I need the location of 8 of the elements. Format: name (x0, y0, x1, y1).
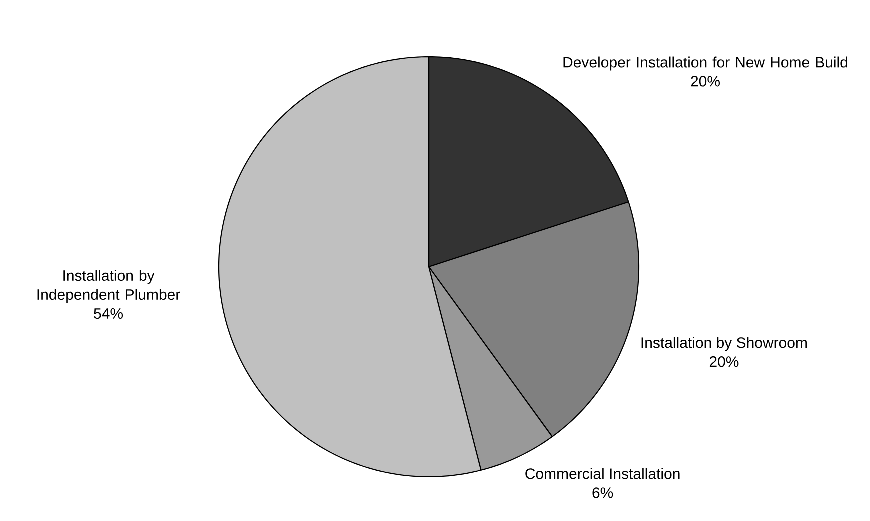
data-label: 20% (710, 356, 739, 368)
data-label: 6% (592, 488, 614, 498)
slice-label: Installation by Showroom (642, 337, 807, 352)
data-label: 54% (94, 308, 124, 320)
slice-label: Developer Installation for New Home Build (564, 56, 848, 71)
slice-label: Commercial Installation (526, 468, 680, 480)
data-label: 20% (691, 76, 720, 87)
slice-label: Installation by Independent Plumber (38, 270, 180, 304)
